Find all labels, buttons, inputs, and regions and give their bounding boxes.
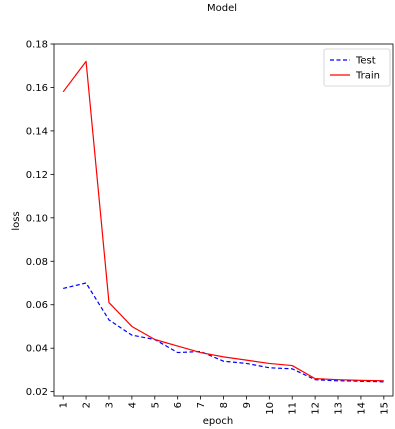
x-tick-label: 3 bbox=[104, 402, 115, 408]
test-data-point bbox=[176, 351, 179, 354]
x-axis-title: epoch bbox=[203, 416, 233, 427]
x-tick-label: 5 bbox=[150, 402, 161, 408]
x-tick-label: 10 bbox=[265, 402, 276, 415]
train-data-point bbox=[382, 379, 385, 382]
train-data-point bbox=[314, 377, 317, 380]
x-tick-label: 12 bbox=[311, 402, 322, 415]
test-data-point bbox=[62, 287, 65, 290]
train-data-point bbox=[107, 301, 110, 304]
x-tick-label: 15 bbox=[379, 402, 390, 415]
test-data-point bbox=[268, 366, 271, 369]
test-data-point bbox=[291, 367, 294, 370]
x-tick-label: 6 bbox=[173, 402, 184, 408]
test-data-point bbox=[222, 360, 225, 363]
x-tick-label: 14 bbox=[356, 402, 367, 415]
x-tick-label: 11 bbox=[288, 402, 299, 415]
y-tick-label: 0.18 bbox=[26, 40, 48, 51]
x-tick-label: 13 bbox=[334, 402, 345, 415]
legend-box bbox=[323, 48, 391, 87]
legend-train-label: Train bbox=[355, 71, 380, 82]
train-data-point bbox=[199, 351, 202, 354]
plot-area: 0.020.040.060.080.100.120.140.160.181 2 3 4… bbox=[26, 40, 394, 415]
y-tick-label: 0.12 bbox=[26, 170, 48, 181]
train-data-point bbox=[337, 378, 340, 381]
chart-title: Model bbox=[207, 3, 237, 14]
test-data-point bbox=[85, 282, 88, 285]
x-tick-label: 8 bbox=[219, 402, 230, 408]
legend-test-label: Test bbox=[355, 56, 376, 67]
train-data-point bbox=[62, 90, 65, 93]
test-data-point bbox=[130, 334, 133, 337]
y-tick-label: 0.06 bbox=[26, 300, 48, 311]
test-series-line bbox=[63, 282, 384, 383]
train-data-point bbox=[245, 359, 248, 362]
y-tick-label: 0.02 bbox=[26, 387, 48, 398]
train-data-point bbox=[176, 345, 179, 348]
train-data-point bbox=[130, 325, 133, 328]
y-tick-label: 0.16 bbox=[26, 83, 48, 94]
x-tick-label: 7 bbox=[196, 402, 207, 408]
y-axis-title: loss bbox=[11, 211, 22, 230]
test-data-point bbox=[107, 318, 110, 321]
plot-frame bbox=[53, 43, 394, 397]
train-series-line bbox=[62, 60, 384, 382]
y-tick-label: 0.14 bbox=[26, 126, 48, 137]
train-data-point bbox=[85, 60, 88, 63]
y-tick-label: 0.10 bbox=[26, 213, 48, 224]
train-data-point bbox=[268, 362, 271, 365]
x-tick-label: 1 bbox=[59, 402, 70, 408]
x-tick-label: 4 bbox=[127, 402, 138, 408]
train-data-point bbox=[153, 338, 156, 341]
x-tick-label: 2 bbox=[82, 402, 93, 408]
train-data-point bbox=[222, 355, 225, 358]
x-tick-label: 9 bbox=[242, 402, 253, 408]
y-tick-label: 0.08 bbox=[26, 257, 48, 268]
train-data-point bbox=[291, 364, 294, 367]
train-data-point bbox=[359, 379, 362, 382]
y-tick-label: 0.04 bbox=[26, 344, 48, 355]
test-data-point bbox=[245, 362, 248, 365]
